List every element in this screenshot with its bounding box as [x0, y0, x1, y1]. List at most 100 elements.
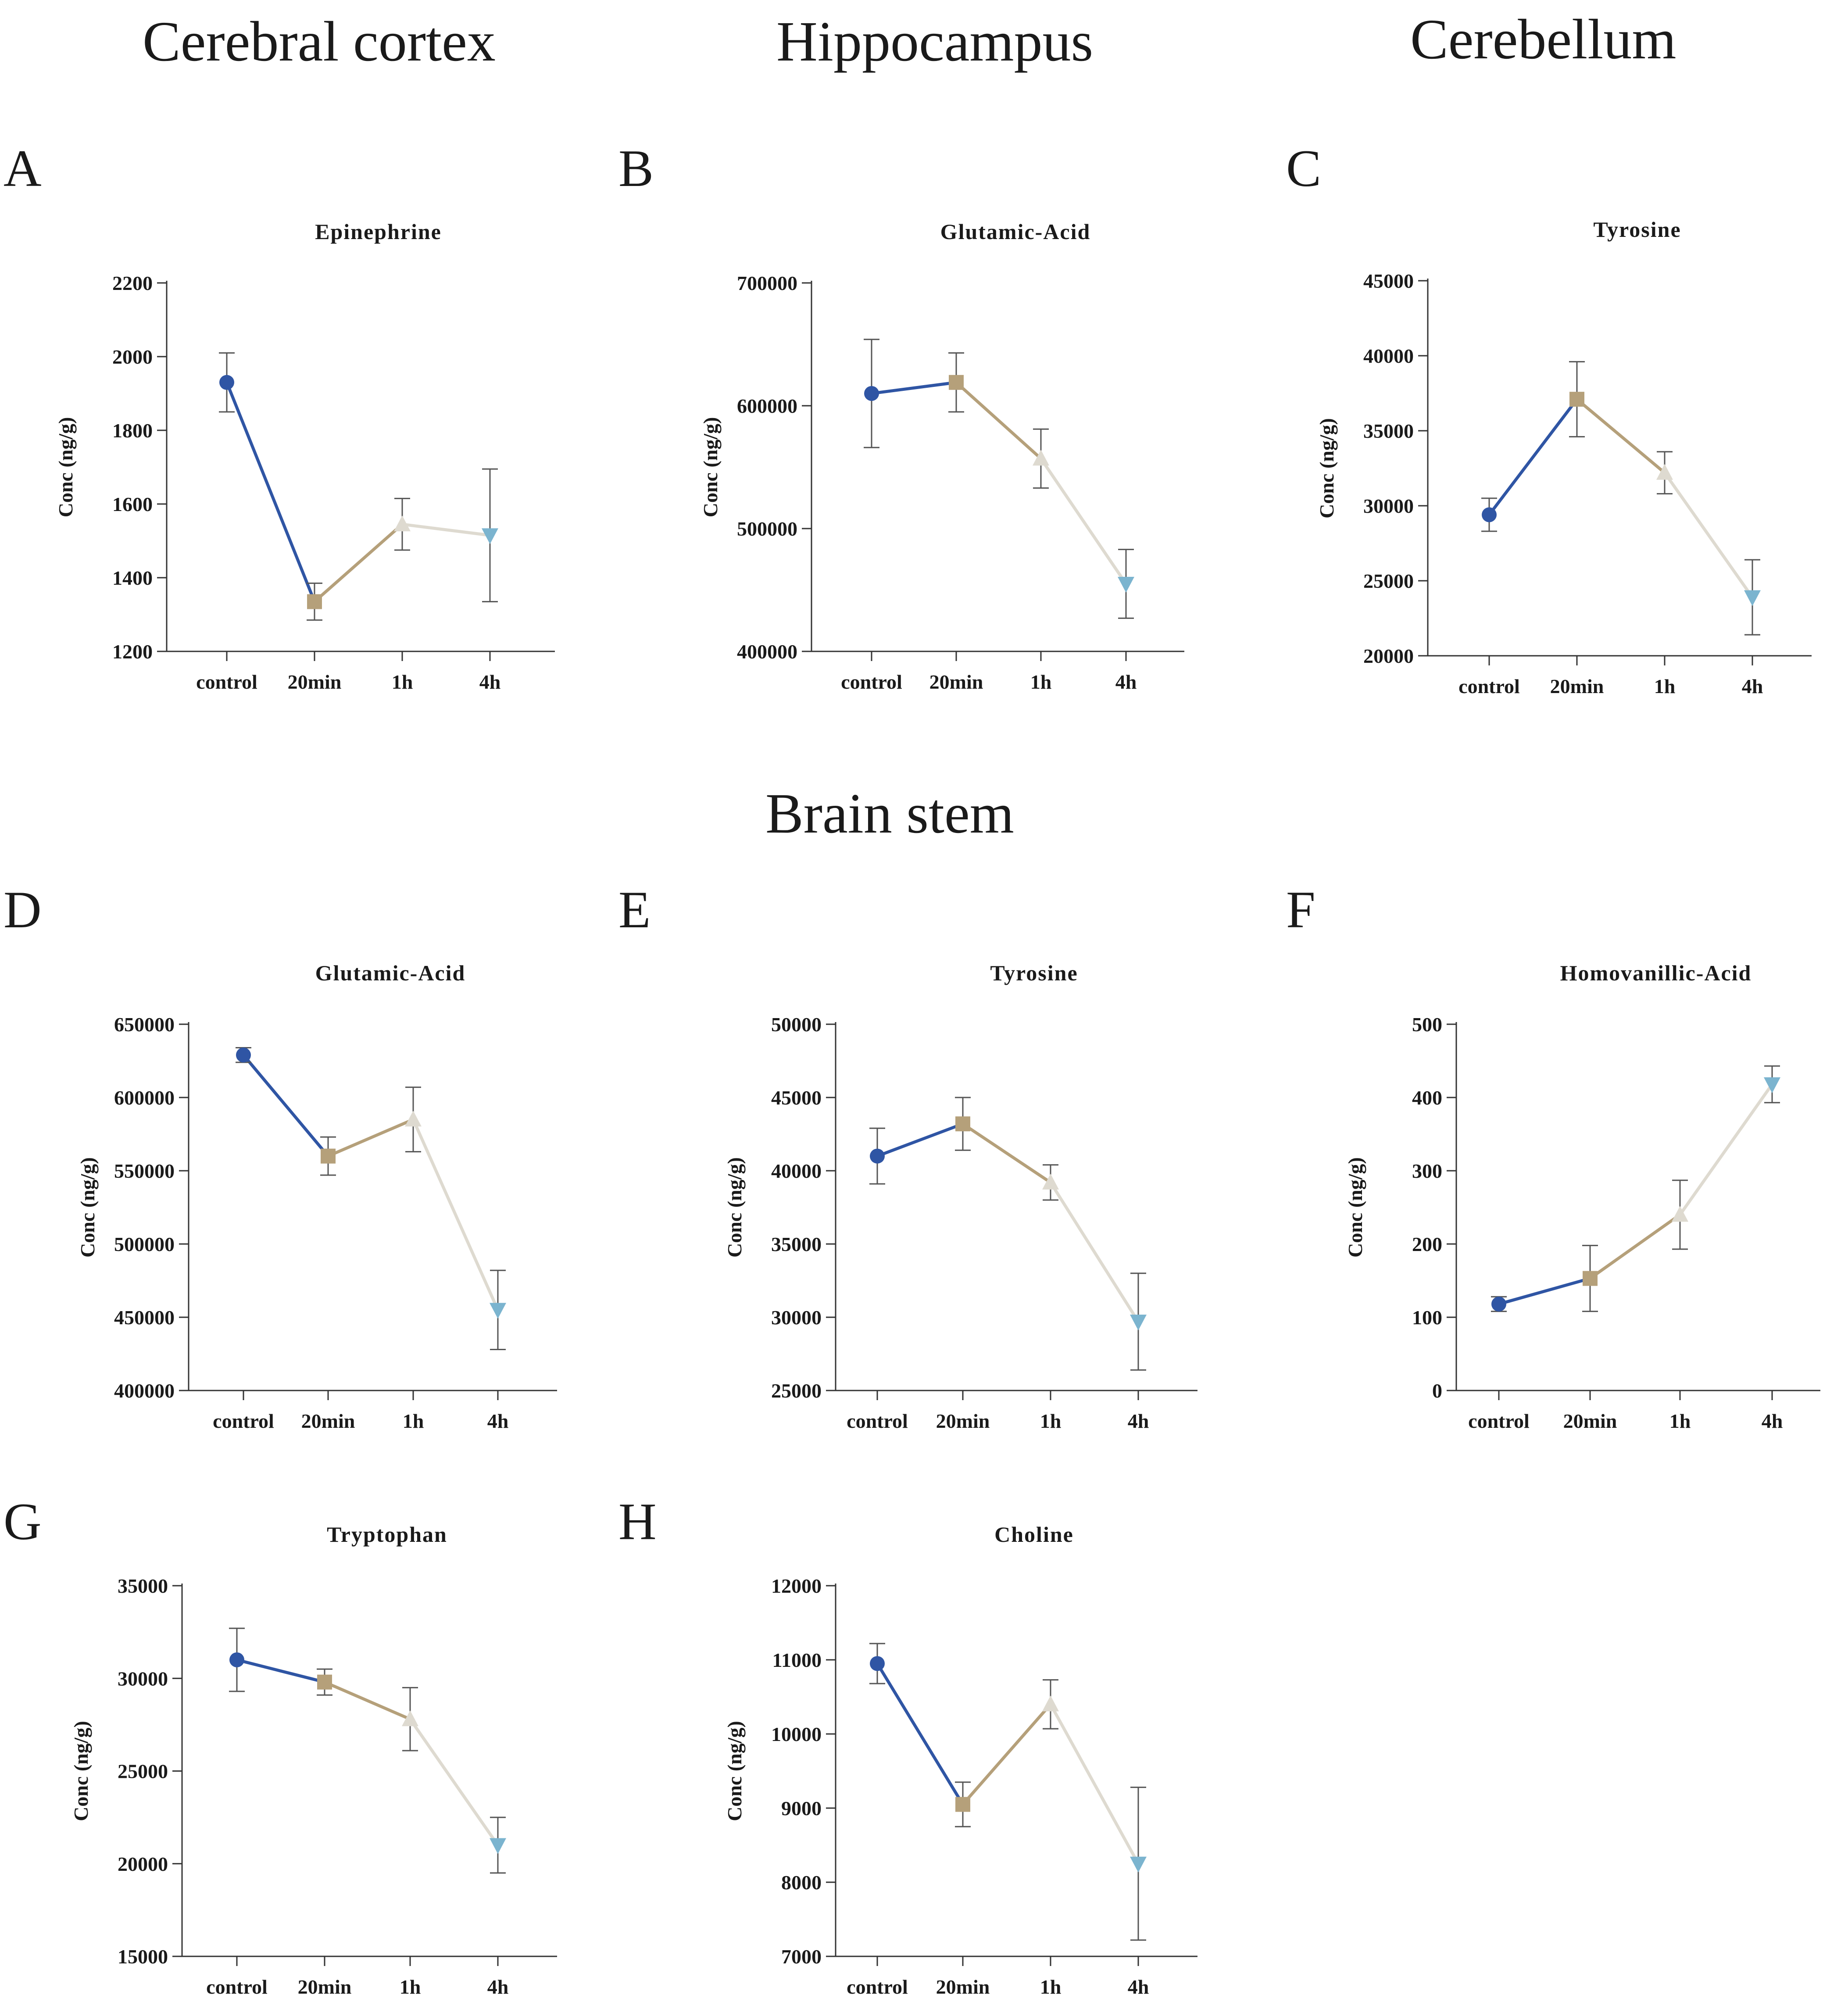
chart-panel-h: Choline Conc (ng/g) 7000 8000 9000 10000 11000… — [723, 1522, 1197, 1998]
panel-letter-f: F — [1286, 880, 1315, 939]
x-tick-label-h-1: 20min — [936, 1976, 990, 1998]
data-point-d-4h — [490, 1303, 506, 1319]
y-tick-label-c-5: 45000 — [1363, 270, 1414, 292]
series-line-f-1 — [1588, 1213, 1682, 1280]
x-tick-label-g-1: 20min — [298, 1976, 352, 1998]
y-tick-label-h-5: 12000 — [771, 1575, 822, 1597]
data-point-g-control — [229, 1652, 244, 1667]
chart-panel-c: Tyrosine Conc (ng/g) 20000 25000 30000 35000 4… — [1315, 217, 1812, 697]
y-tick-label-a-4: 2000 — [112, 346, 153, 368]
data-point-d-20min — [321, 1148, 336, 1164]
series-line-c-1 — [1575, 397, 1666, 475]
series-line-g-0 — [235, 1658, 326, 1684]
panel-letter-h: H — [618, 1492, 657, 1551]
y-tick-label-d-4: 600000 — [114, 1087, 175, 1109]
y-tick-label-d-0: 400000 — [114, 1380, 175, 1402]
chart-panel-g: Tryptophan Conc (ng/g) 15000 20000 25000 3000… — [70, 1522, 557, 1998]
data-point-e-20min — [955, 1116, 970, 1132]
y-tick-label-e-3: 40000 — [771, 1160, 822, 1182]
y-tick-label-c-2: 30000 — [1363, 495, 1414, 517]
x-tick-label-a-3: 4h — [479, 671, 501, 693]
series-line-a-0 — [225, 381, 316, 604]
chart-title-g: Tryptophan — [327, 1522, 447, 1547]
y-tick-label-f-4: 400 — [1412, 1087, 1442, 1109]
chart-title-c: Tyrosine — [1593, 217, 1681, 242]
data-point-b-20min — [949, 375, 964, 390]
series-line-h-1 — [961, 1702, 1052, 1806]
series-line-e-2 — [1049, 1181, 1140, 1323]
x-tick-label-f-1: 20min — [1563, 1410, 1617, 1432]
x-tick-label-e-0: control — [847, 1410, 908, 1432]
section-title-hippocampus: Hippocampus — [776, 10, 1094, 73]
series-line-d-0 — [242, 1053, 330, 1158]
panel-letter-a: A — [4, 139, 42, 197]
x-tick-label-b-3: 4h — [1115, 671, 1137, 693]
y-axis-label-e: Conc (ng/g) — [723, 1157, 746, 1258]
y-tick-label-d-2: 500000 — [114, 1233, 175, 1255]
data-point-f-1h — [1672, 1206, 1688, 1222]
data-point-a-1h — [394, 515, 411, 532]
x-tick-label-c-0: control — [1458, 675, 1520, 697]
y-tick-label-h-3: 10000 — [771, 1723, 822, 1745]
series-line-a-1 — [313, 522, 404, 604]
y-tick-label-f-0: 0 — [1432, 1380, 1442, 1402]
data-point-a-4h — [482, 528, 498, 544]
y-axis-label-c: Conc (ng/g) — [1315, 418, 1338, 518]
data-point-c-control — [1482, 507, 1497, 522]
y-tick-label-e-2: 35000 — [771, 1233, 822, 1255]
data-point-f-control — [1491, 1296, 1506, 1312]
series-line-c-0 — [1487, 397, 1579, 517]
series-line-d-2 — [411, 1118, 500, 1312]
y-tick-label-g-1: 20000 — [118, 1853, 168, 1875]
series-line-h-2 — [1049, 1702, 1140, 1866]
x-tick-label-c-3: 4h — [1742, 675, 1763, 697]
chart-panel-a: Epinephrine Conc (ng/g) 1200 1400 1600 1800 20… — [54, 219, 555, 693]
x-tick-label-d-3: 4h — [487, 1410, 509, 1432]
y-axis-label-b: Conc (ng/g) — [699, 417, 722, 518]
chart-panel-b: Glutamic-Acid Conc (ng/g) 400000 500000 6000… — [699, 219, 1184, 693]
x-tick-label-e-2: 1h — [1040, 1410, 1062, 1432]
y-tick-label-e-5: 50000 — [771, 1013, 822, 1036]
data-point-h-control — [870, 1656, 885, 1671]
data-point-c-20min — [1569, 392, 1584, 407]
data-point-g-1h — [402, 1710, 418, 1727]
y-axis-label-d: Conc (ng/g) — [76, 1157, 99, 1258]
x-tick-label-b-2: 1h — [1030, 671, 1052, 693]
data-point-f-4h — [1764, 1077, 1780, 1093]
y-tick-label-f-1: 100 — [1412, 1306, 1442, 1329]
section-title-cerebral-cortex: Cerebral cortex — [143, 10, 496, 73]
data-point-g-4h — [490, 1838, 506, 1854]
series-line-b-2 — [1039, 457, 1128, 586]
y-tick-label-h-1: 8000 — [781, 1871, 822, 1894]
y-tick-label-c-0: 20000 — [1363, 645, 1414, 667]
chart-title-d: Glutamic-Acid — [315, 961, 466, 985]
x-tick-label-d-0: control — [213, 1410, 274, 1432]
chart-panel-d: Glutamic-Acid Conc (ng/g) 400000 450000 5000… — [76, 961, 557, 1432]
series-line-f-2 — [1678, 1083, 1774, 1216]
section-title-cerebellum: Cerebellum — [1410, 8, 1676, 71]
data-point-d-control — [236, 1047, 251, 1063]
panel-letter-g: G — [4, 1492, 42, 1551]
series-line-c-2 — [1663, 471, 1754, 599]
y-tick-label-g-2: 25000 — [118, 1760, 168, 1783]
x-tick-label-c-2: 1h — [1654, 675, 1676, 697]
x-tick-label-a-1: 20min — [288, 671, 342, 693]
x-tick-label-h-3: 4h — [1128, 1976, 1149, 1998]
y-tick-label-a-0: 1200 — [112, 640, 153, 663]
panel-letter-c: C — [1286, 139, 1322, 197]
y-tick-label-h-0: 7000 — [781, 1945, 822, 1968]
y-tick-label-e-1: 30000 — [771, 1306, 822, 1329]
y-tick-label-e-0: 25000 — [771, 1380, 822, 1402]
data-point-f-20min — [1583, 1271, 1598, 1286]
y-tick-label-c-4: 40000 — [1363, 345, 1414, 367]
y-tick-label-g-3: 30000 — [118, 1667, 168, 1690]
y-tick-label-h-2: 9000 — [781, 1797, 822, 1820]
y-tick-label-b-3: 700000 — [737, 272, 797, 294]
data-point-e-control — [870, 1148, 885, 1164]
y-tick-label-b-2: 600000 — [737, 395, 797, 417]
y-tick-label-a-5: 2200 — [112, 272, 153, 294]
y-tick-label-b-1: 500000 — [737, 518, 797, 540]
y-tick-label-c-3: 35000 — [1363, 420, 1414, 442]
data-point-h-1h — [1042, 1695, 1059, 1712]
